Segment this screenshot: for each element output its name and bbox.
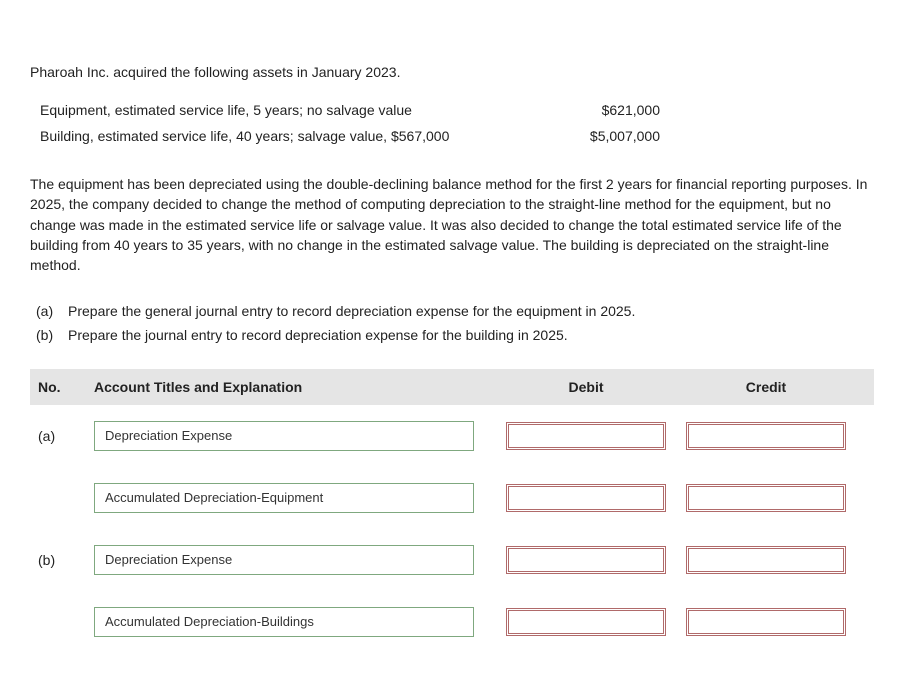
question-label: (b) bbox=[30, 327, 68, 343]
question-row: (a) Prepare the general journal entry to… bbox=[30, 303, 874, 319]
asset-value: $5,007,000 bbox=[550, 128, 660, 144]
question-row: (b) Prepare the journal entry to record … bbox=[30, 327, 874, 343]
question-label: (a) bbox=[30, 303, 68, 319]
account-input[interactable]: Accumulated Depreciation-Equipment bbox=[94, 483, 474, 513]
journal-row: Accumulated Depreciation-Equipment bbox=[30, 467, 874, 529]
debit-input[interactable] bbox=[506, 422, 666, 450]
account-input[interactable]: Accumulated Depreciation-Buildings bbox=[94, 607, 474, 637]
credit-input[interactable] bbox=[686, 546, 846, 574]
credit-input[interactable] bbox=[686, 422, 846, 450]
asset-desc: Building, estimated service life, 40 yea… bbox=[40, 128, 550, 144]
debit-input[interactable] bbox=[506, 546, 666, 574]
asset-value: $621,000 bbox=[550, 102, 660, 118]
header-credit: Credit bbox=[676, 369, 856, 405]
journal-row: Accumulated Depreciation-Buildings bbox=[30, 591, 874, 653]
header-debit: Debit bbox=[496, 369, 676, 405]
account-input[interactable]: Depreciation Expense bbox=[94, 545, 474, 575]
debit-input[interactable] bbox=[506, 608, 666, 636]
journal-row: (b) Depreciation Expense bbox=[30, 529, 874, 591]
problem-paragraph: The equipment has been depreciated using… bbox=[30, 174, 874, 275]
question-text: Prepare the general journal entry to rec… bbox=[68, 303, 874, 319]
row-no: (a) bbox=[30, 428, 86, 444]
credit-input[interactable] bbox=[686, 484, 846, 512]
journal-row: (a) Depreciation Expense bbox=[30, 405, 874, 467]
asset-row: Building, estimated service life, 40 yea… bbox=[40, 128, 874, 144]
credit-input[interactable] bbox=[686, 608, 846, 636]
header-no: No. bbox=[30, 369, 86, 405]
row-no: (b) bbox=[30, 552, 86, 568]
journal-body: (a) Depreciation Expense Accumulated Dep… bbox=[30, 405, 874, 653]
asset-table: Equipment, estimated service life, 5 yea… bbox=[40, 102, 874, 144]
intro-text: Pharoah Inc. acquired the following asse… bbox=[30, 64, 874, 80]
question-text: Prepare the journal entry to record depr… bbox=[68, 327, 874, 343]
asset-row: Equipment, estimated service life, 5 yea… bbox=[40, 102, 874, 118]
journal-header: No. Account Titles and Explanation Debit… bbox=[30, 369, 874, 405]
debit-input[interactable] bbox=[506, 484, 666, 512]
asset-desc: Equipment, estimated service life, 5 yea… bbox=[40, 102, 550, 118]
account-input[interactable]: Depreciation Expense bbox=[94, 421, 474, 451]
header-account: Account Titles and Explanation bbox=[86, 369, 496, 405]
question-list: (a) Prepare the general journal entry to… bbox=[30, 303, 874, 343]
